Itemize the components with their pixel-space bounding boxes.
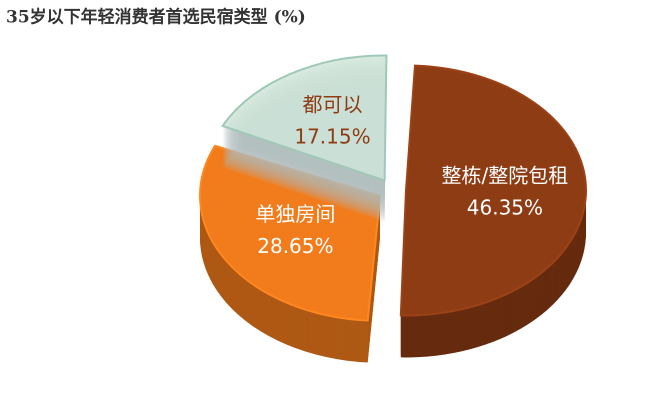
slice-label: 都可以 xyxy=(302,93,362,117)
value-label: 28.65% xyxy=(257,234,333,258)
slice xyxy=(199,144,382,322)
value-label: 46.35% xyxy=(467,196,543,220)
value-label: 17.15% xyxy=(294,125,370,149)
slice xyxy=(399,64,587,317)
slice xyxy=(221,54,388,182)
slice-group: 单独房间 28.65% xyxy=(199,144,382,363)
slice-group: 都可以 17.15% xyxy=(221,54,388,223)
slice-label: 单独房间 xyxy=(255,202,335,226)
chart-title: 35岁以下年轻消费者首选民宿类型 (%) xyxy=(6,7,306,28)
slice-group: 整栋/整院包租 46.35% xyxy=(399,64,587,358)
slice-label: 整栋/整院包租 xyxy=(442,164,569,188)
